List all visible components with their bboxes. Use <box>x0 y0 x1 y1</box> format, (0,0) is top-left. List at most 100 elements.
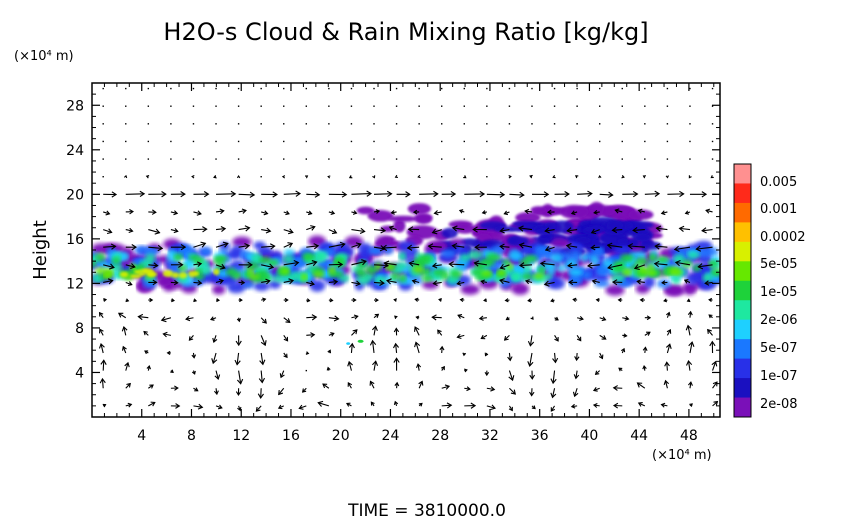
vector-shaft <box>386 280 397 284</box>
vector-dot <box>666 140 669 143</box>
vector-head <box>106 228 113 235</box>
vector-head <box>394 381 400 387</box>
cloud-patch <box>375 235 392 246</box>
vector-head <box>708 297 713 303</box>
vector-head <box>268 263 275 270</box>
vector-head <box>348 175 353 179</box>
colorbar-label: 0.001 <box>760 202 797 217</box>
vector-head <box>197 403 204 410</box>
cloud-patch <box>200 266 211 276</box>
vector-head <box>574 356 580 362</box>
vector-dot <box>283 105 285 107</box>
y-unit-label: (×10⁴ m) <box>14 49 74 64</box>
vector-head <box>288 278 295 285</box>
vector-shaft <box>328 281 338 284</box>
vector-head <box>642 365 647 370</box>
cloud-patch <box>272 274 286 283</box>
vector-dot <box>553 87 556 90</box>
cloud-patch <box>590 254 600 265</box>
vector-dot <box>305 105 308 107</box>
cloud-patch <box>109 262 123 273</box>
vector-dot <box>102 105 104 107</box>
vector-head <box>374 297 379 303</box>
vector-shaft <box>261 264 274 268</box>
cloud-patch <box>523 265 532 274</box>
vector-dot <box>441 176 443 178</box>
vector-shaft <box>170 229 178 232</box>
vector-head <box>552 357 559 364</box>
vector-shaft <box>518 227 533 231</box>
cloud-patch <box>312 271 325 278</box>
vector-head <box>480 334 486 340</box>
vector-dot <box>192 123 195 125</box>
vector-head <box>598 354 604 360</box>
vector-head <box>508 406 513 412</box>
vector-head <box>688 175 692 179</box>
vector-head <box>161 191 167 198</box>
vector-head <box>653 260 660 268</box>
vector-head <box>586 262 593 269</box>
cloud-patch <box>414 214 432 225</box>
vector-shaft <box>193 281 202 284</box>
vector-shaft <box>100 343 104 354</box>
cloud-patch <box>617 238 629 245</box>
vector-head <box>624 315 630 321</box>
cloud-patch <box>507 250 522 261</box>
vector-head <box>230 190 237 198</box>
vector-head <box>529 174 533 179</box>
vector-head <box>627 243 634 250</box>
vector-shaft <box>712 361 717 371</box>
vector-dot <box>598 87 601 90</box>
colorbar-swatch <box>734 222 751 243</box>
colorbar-swatch <box>734 378 751 399</box>
cloud-patch <box>496 269 506 277</box>
vector-shaft <box>593 387 600 391</box>
colorbar-swatch <box>734 183 751 204</box>
vector-head <box>196 261 203 267</box>
cloud-patch <box>162 270 174 277</box>
vector-shaft <box>261 245 275 248</box>
vector-head <box>216 298 221 303</box>
vector-shaft <box>238 193 255 196</box>
chart-title: H2O-s Cloud & Rain Mixing Ratio [kg/kg] <box>163 18 648 46</box>
vector-shaft <box>215 242 228 248</box>
vector-dot <box>395 105 398 107</box>
vector-dot <box>305 140 308 143</box>
vector-shaft <box>615 209 623 213</box>
cloud-patch <box>459 253 472 261</box>
vector-shaft <box>509 193 524 196</box>
vector-head <box>259 359 266 366</box>
cloud-patch <box>613 260 626 267</box>
vector-head <box>618 367 623 372</box>
vector-head <box>381 244 388 251</box>
colorbar-swatch <box>734 202 751 223</box>
vector-head <box>666 328 672 334</box>
vector-head <box>255 406 261 412</box>
vector-shaft <box>592 280 600 284</box>
vector-dot <box>418 123 420 125</box>
vector-dot <box>441 87 443 90</box>
vector-dot <box>531 87 533 90</box>
vector-dot <box>102 140 104 143</box>
vector-dot <box>260 123 262 125</box>
vector-head <box>145 175 150 179</box>
cloud-patch <box>328 266 336 275</box>
x-tick-label: 40 <box>581 428 599 444</box>
x-tick-label: 36 <box>531 428 549 444</box>
vector-head <box>393 327 400 333</box>
cloud-patch <box>643 276 656 288</box>
vector-dot <box>508 105 511 107</box>
vector-shaft <box>125 362 129 371</box>
vector-head <box>279 373 285 379</box>
vector-dot <box>215 123 217 125</box>
vector-head <box>531 405 536 410</box>
vector-head <box>146 365 152 370</box>
cloud-patch <box>606 220 624 231</box>
vector-dot <box>576 140 578 143</box>
vector-head <box>393 298 397 302</box>
cloud-patch <box>283 248 295 257</box>
vector-head <box>552 174 556 179</box>
vector-head <box>456 333 462 339</box>
vector-head <box>570 403 576 409</box>
vector-shaft <box>525 280 533 284</box>
